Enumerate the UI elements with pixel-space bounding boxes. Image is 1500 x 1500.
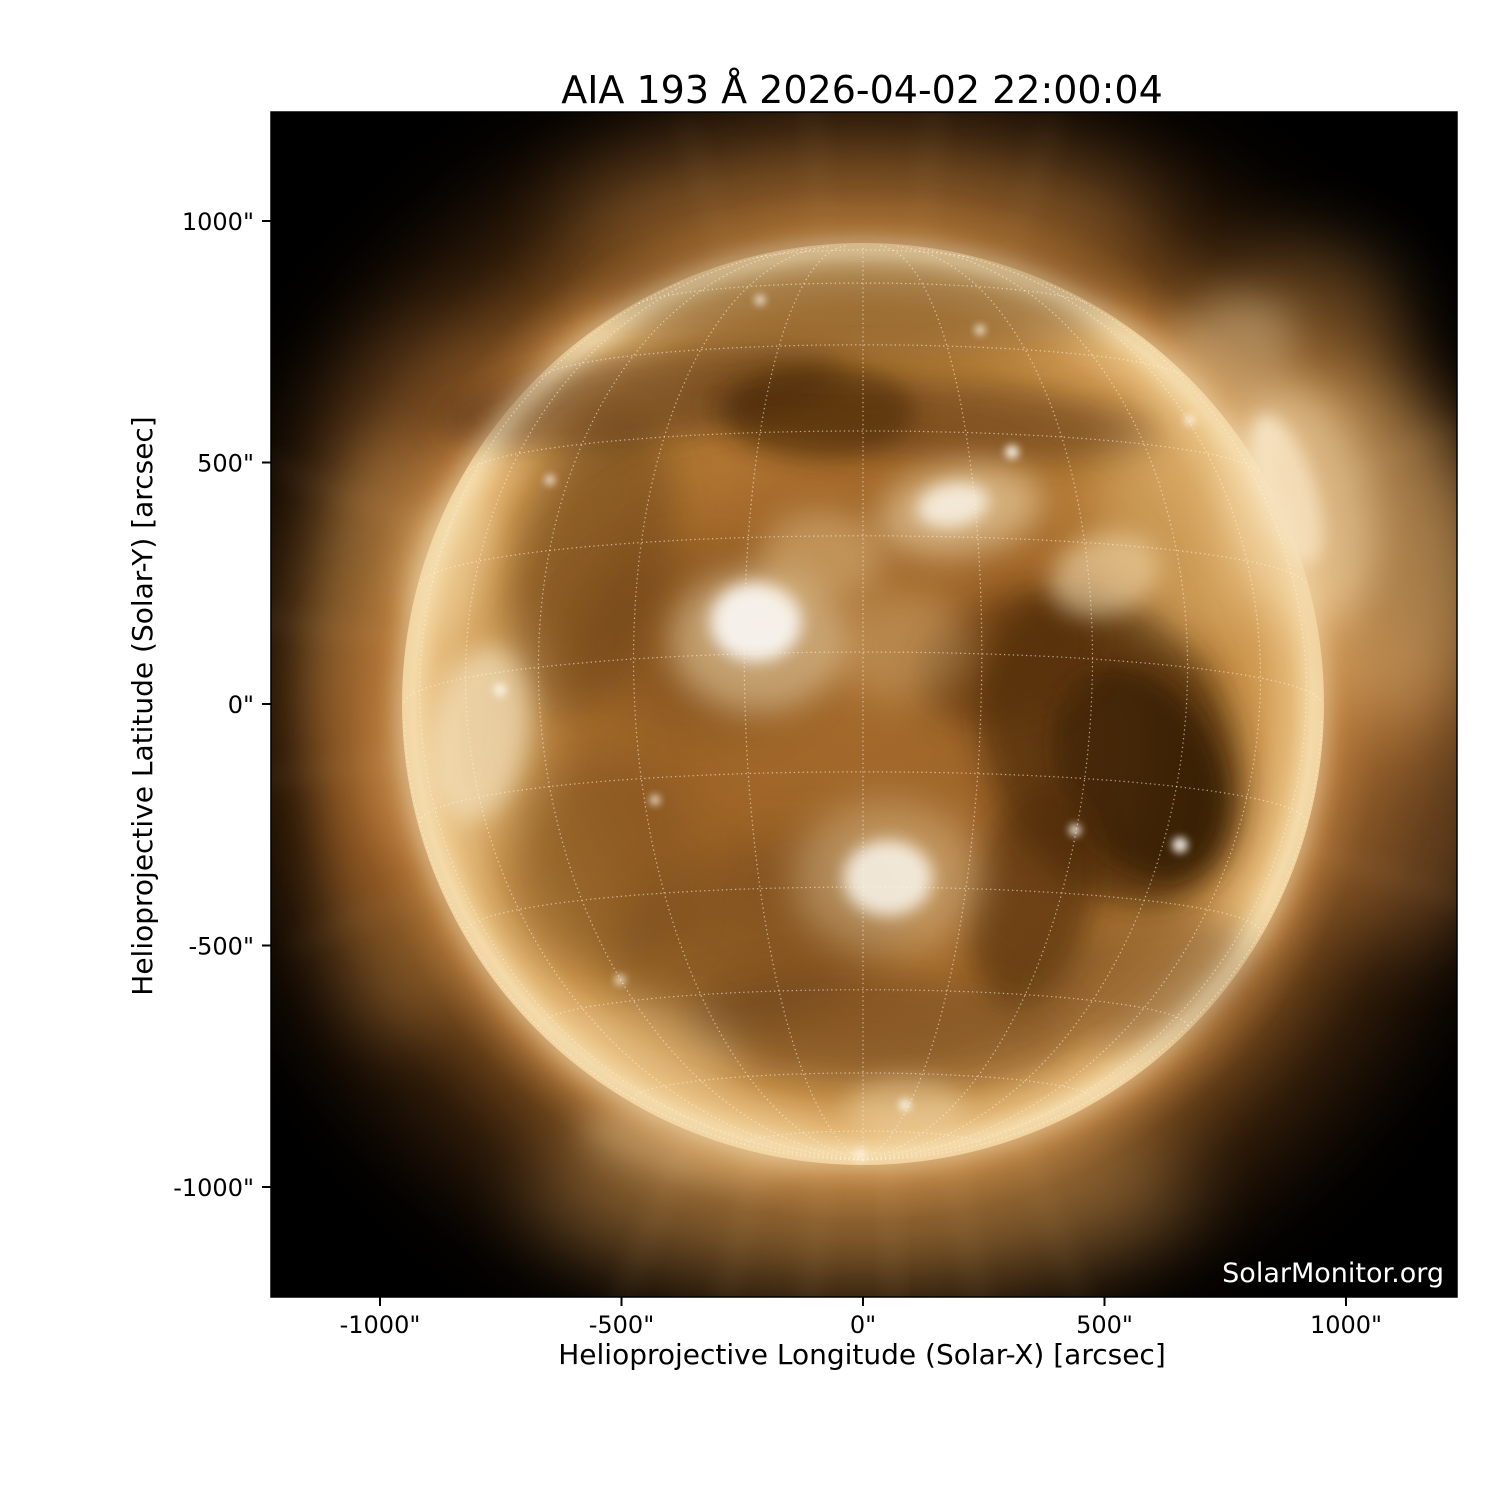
- x-tick-label: -1000": [340, 1311, 421, 1339]
- plot-title: AIA 193 Å 2026-04-02 22:00:04: [561, 68, 1163, 112]
- y-tick-label: 500": [197, 450, 254, 478]
- bright-point-layer: [494, 295, 1195, 1161]
- x-tick-label: 500": [1076, 1311, 1133, 1339]
- y-tick-label: -500": [188, 933, 254, 961]
- active-region-layer: [392, 294, 1457, 1182]
- x-tick-label: 1000": [1310, 1311, 1382, 1339]
- y-tick-label: 0": [228, 691, 254, 719]
- x-tick-label: 0": [850, 1311, 876, 1339]
- plot-area: SolarMonitor.org: [271, 112, 1457, 1297]
- x-tick-label: -500": [589, 1311, 655, 1339]
- y-tick-label: 1000": [182, 208, 254, 236]
- watermark: SolarMonitor.org: [1222, 1258, 1444, 1289]
- x-axis-label: Helioprojective Longitude (Solar-X) [arc…: [558, 1338, 1166, 1371]
- limb-ring-highlight: [401, 242, 1325, 1166]
- y-axis-label: Helioprojective Latitude (Solar-Y) [arcs…: [126, 416, 159, 995]
- x-tick-marks: [379, 1297, 1347, 1306]
- y-tick-label: -1000": [173, 1174, 254, 1202]
- heliographic-grid: [403, 244, 1323, 1161]
- y-tick-marks: [262, 220, 271, 1188]
